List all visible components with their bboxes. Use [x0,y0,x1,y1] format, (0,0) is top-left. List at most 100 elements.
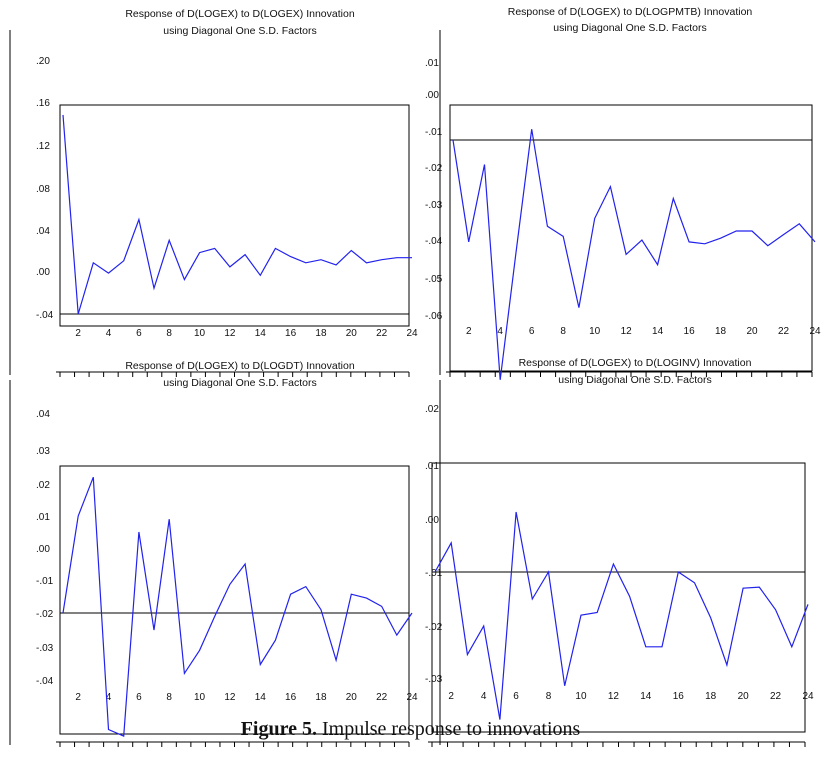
x-tick-label: 24 [406,692,418,703]
y-tick-label: .00 [36,267,50,278]
x-tick-label: 24 [809,326,821,337]
y-tick-label: .00 [425,90,439,101]
x-tick-label: 14 [652,326,664,337]
y-tick-label: .20 [36,56,50,67]
y-tick-label: .04 [36,409,50,420]
chart-title: Response of D(LOGEX) to D(LOGINV) Innova… [519,357,752,369]
x-tick-label: 10 [194,328,206,339]
x-tick-label: 2 [75,328,81,339]
x-tick-label: 20 [346,328,358,339]
x-tick-label: 22 [376,692,388,703]
y-tick-label: .08 [36,184,50,195]
chart-subtitle: using Diagonal One S.D. Factors [553,22,707,34]
y-tick-label: .01 [425,461,439,472]
chart-title: Response of D(LOGEX) to D(LOGDT) Innovat… [125,360,354,372]
x-tick-label: 8 [166,692,172,703]
x-tick-label: 4 [106,328,112,339]
x-tick-label: 22 [778,326,790,337]
plot-area-frame [59,104,410,327]
x-tick-label: 6 [136,328,142,339]
x-tick-label: 10 [589,326,601,337]
y-tick-label: .16 [36,98,50,109]
chart-subtitle: using Diagonal One S.D. Factors [163,377,317,389]
x-tick-label: 8 [546,691,552,702]
x-tick-label: 2 [448,691,454,702]
chart-title: Response of D(LOGEX) to D(LOGEX) Innovat… [125,8,355,20]
plot-area-frame [59,465,410,735]
x-tick-label: 14 [255,328,267,339]
plot-area-frame [431,462,806,733]
chart-subtitle: using Diagonal One S.D. Factors [163,25,317,37]
y-tick-label: -.03 [425,674,443,685]
x-tick-label: 12 [224,692,236,703]
y-tick-label: -.03 [425,200,443,211]
impulse-response-line [434,511,809,720]
x-tick-label: 18 [315,692,327,703]
chart-subtitle: using Diagonal One S.D. Factors [558,374,712,386]
x-tick-label: 16 [285,328,297,339]
x-tick-label: 10 [194,692,206,703]
y-tick-label: -.01 [425,127,443,138]
x-tick-label: 6 [136,692,142,703]
x-tick-label: 8 [560,326,566,337]
y-tick-label: -.04 [425,236,443,247]
x-tick-label: 20 [738,691,750,702]
x-tick-label: 16 [285,692,297,703]
x-tick-label: 22 [770,691,782,702]
y-tick-label: .00 [425,515,439,526]
x-tick-label: 14 [640,691,652,702]
y-tick-label: -.02 [36,609,54,620]
x-tick-label: 20 [346,692,358,703]
y-tick-label: -.03 [36,643,54,654]
impulse-response-line [62,114,412,315]
x-tick-label: 18 [715,326,727,337]
panel-logex-to-logdt: Response of D(LOGEX) to D(LOGDT) Innovat… [9,360,418,747]
impulse-response-line [452,129,816,380]
y-tick-label: .04 [36,226,50,237]
panel-logex-to-logex: Response of D(LOGEX) to D(LOGEX) Innovat… [9,8,418,377]
y-tick-label: -.01 [425,568,443,579]
y-tick-label: -.02 [425,163,443,174]
x-tick-label: 18 [705,691,717,702]
x-tick-label: 4 [481,691,487,702]
x-tick-label: 12 [621,326,633,337]
y-tick-label: .03 [36,446,50,457]
chart-title: Response of D(LOGEX) to D(LOGPMTB) Innov… [508,6,753,18]
y-tick-label: .01 [36,512,50,523]
x-tick-label: 8 [166,328,172,339]
y-tick-label: -.04 [36,310,54,321]
y-tick-label: .02 [425,404,439,415]
figure-caption: Figure 5. Impulse response to innovation… [0,718,821,741]
x-tick-label: 4 [497,326,503,337]
x-tick-label: 24 [802,691,814,702]
x-tick-label: 14 [255,692,267,703]
y-tick-label: .02 [36,480,50,491]
x-tick-label: 18 [315,328,327,339]
x-tick-label: 6 [513,691,519,702]
figure-caption-label: Figure 5. [240,718,317,740]
x-tick-label: 10 [575,691,587,702]
x-tick-label: 4 [106,692,112,703]
y-tick-label: .00 [36,544,50,555]
y-tick-label: .01 [425,58,439,69]
impulse-response-line [62,476,413,737]
x-tick-label: 16 [684,326,696,337]
panel-logex-to-loginv: Response of D(LOGEX) to D(LOGINV) Innova… [425,357,814,747]
x-tick-label: 16 [673,691,685,702]
x-tick-label: 2 [466,326,472,337]
x-tick-label: 24 [406,328,418,339]
x-tick-label: 20 [746,326,758,337]
figure-caption-text: Impulse response to innovations [316,718,581,740]
panel-logex-to-logpmtb: Response of D(LOGEX) to D(LOGPMTB) Innov… [425,6,821,380]
x-tick-label: 22 [376,328,388,339]
x-tick-label: 2 [75,692,81,703]
x-tick-label: 6 [529,326,535,337]
y-tick-label: .12 [36,141,50,152]
x-tick-label: 12 [224,328,236,339]
x-tick-label: 12 [608,691,620,702]
y-tick-label: -.05 [425,274,443,285]
y-tick-label: -.02 [425,622,443,633]
y-tick-label: -.01 [36,576,54,587]
y-tick-label: -.04 [36,676,54,687]
